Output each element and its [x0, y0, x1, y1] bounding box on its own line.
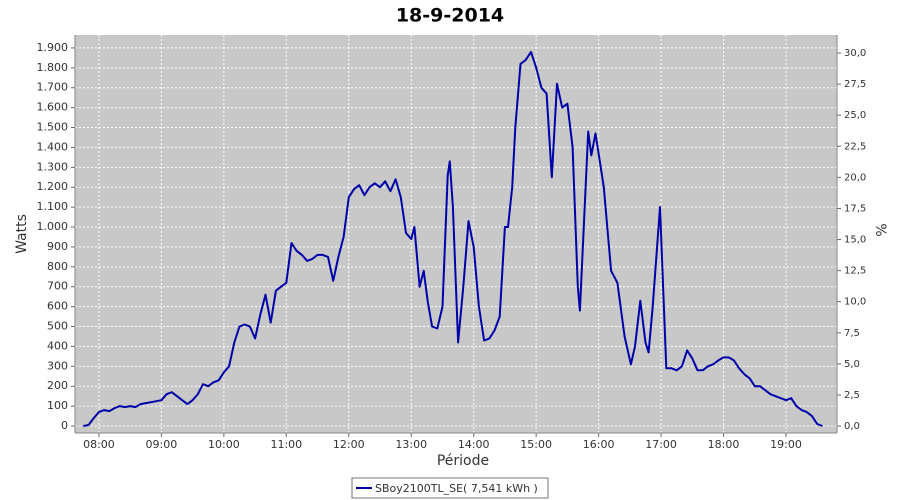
y-tick-label: 900: [47, 240, 68, 253]
y-tick-label: 700: [47, 280, 68, 293]
x-tick-label: 10:00: [208, 438, 240, 451]
y2-tick-label: 22,5: [844, 141, 866, 152]
y2-tick-label: 17,5: [844, 203, 866, 214]
y-tick-label: 1.400: [37, 140, 69, 153]
y2-tick-label: 5,0: [844, 359, 860, 370]
y-tick-label: 500: [47, 320, 68, 333]
plot-area: [75, 35, 837, 433]
y-tick-label: 1.000: [37, 220, 69, 233]
y-tick-label: 1.600: [37, 101, 69, 114]
y-tick-label: 300: [47, 359, 68, 372]
y-axis-label: Watts: [14, 214, 30, 254]
x-tick-label: 15:00: [520, 438, 552, 451]
y2-tick-label: 25,0: [844, 110, 866, 121]
y2-tick-label: 2,5: [844, 390, 860, 401]
y2-axis-label: %: [872, 223, 888, 236]
y2-tick-label: 12,5: [844, 266, 866, 277]
chart-title: 18-9-2014: [396, 5, 504, 27]
legend: [351, 477, 549, 499]
legend-label: SBoy2100TL_SE( 7,541 kWh ): [375, 482, 538, 495]
y2-tick-label: 27,5: [844, 79, 866, 90]
y2-tick-label: 10,0: [844, 297, 866, 308]
y-tick-label: 1.100: [37, 200, 69, 213]
x-tick-label: 17:00: [645, 438, 677, 451]
y-tick-label: 400: [47, 339, 68, 352]
y2-tick-label: 7,5: [844, 328, 860, 339]
x-tick-label: 13:00: [395, 438, 427, 451]
y-tick-label: 100: [47, 399, 68, 412]
y2-tick-label: 0,0: [844, 421, 860, 432]
x-tick-label: 08:00: [83, 438, 115, 451]
y-tick-label: 1.700: [37, 81, 69, 94]
y-tick-label: 1.900: [37, 41, 69, 54]
x-tick-label: 18:00: [708, 438, 740, 451]
y-tick-label: 1.300: [37, 160, 69, 173]
x-tick-label: 19:00: [770, 438, 802, 451]
y-tick-label: 800: [47, 260, 68, 273]
y-tick-label: 1.500: [37, 121, 69, 134]
x-tick-label: 11:00: [270, 438, 302, 451]
y-tick-label: 1.200: [37, 180, 69, 193]
y2-tick-label: 15,0: [844, 235, 866, 246]
y-tick-label: 1.800: [37, 61, 69, 74]
y-tick-label: 0: [61, 419, 68, 432]
x-tick-label: 12:00: [333, 438, 365, 451]
y2-tick-label: 30,0: [844, 48, 866, 59]
y-tick-label: 200: [47, 379, 68, 392]
y2-tick-label: 20,0: [844, 172, 866, 183]
x-tick-label: 14:00: [458, 438, 490, 451]
x-tick-label: 16:00: [583, 438, 615, 451]
x-tick-label: 09:00: [146, 438, 178, 451]
series-line: [83, 50, 823, 427]
x-axis-label: Période: [437, 453, 489, 469]
y-tick-label: 600: [47, 300, 68, 313]
